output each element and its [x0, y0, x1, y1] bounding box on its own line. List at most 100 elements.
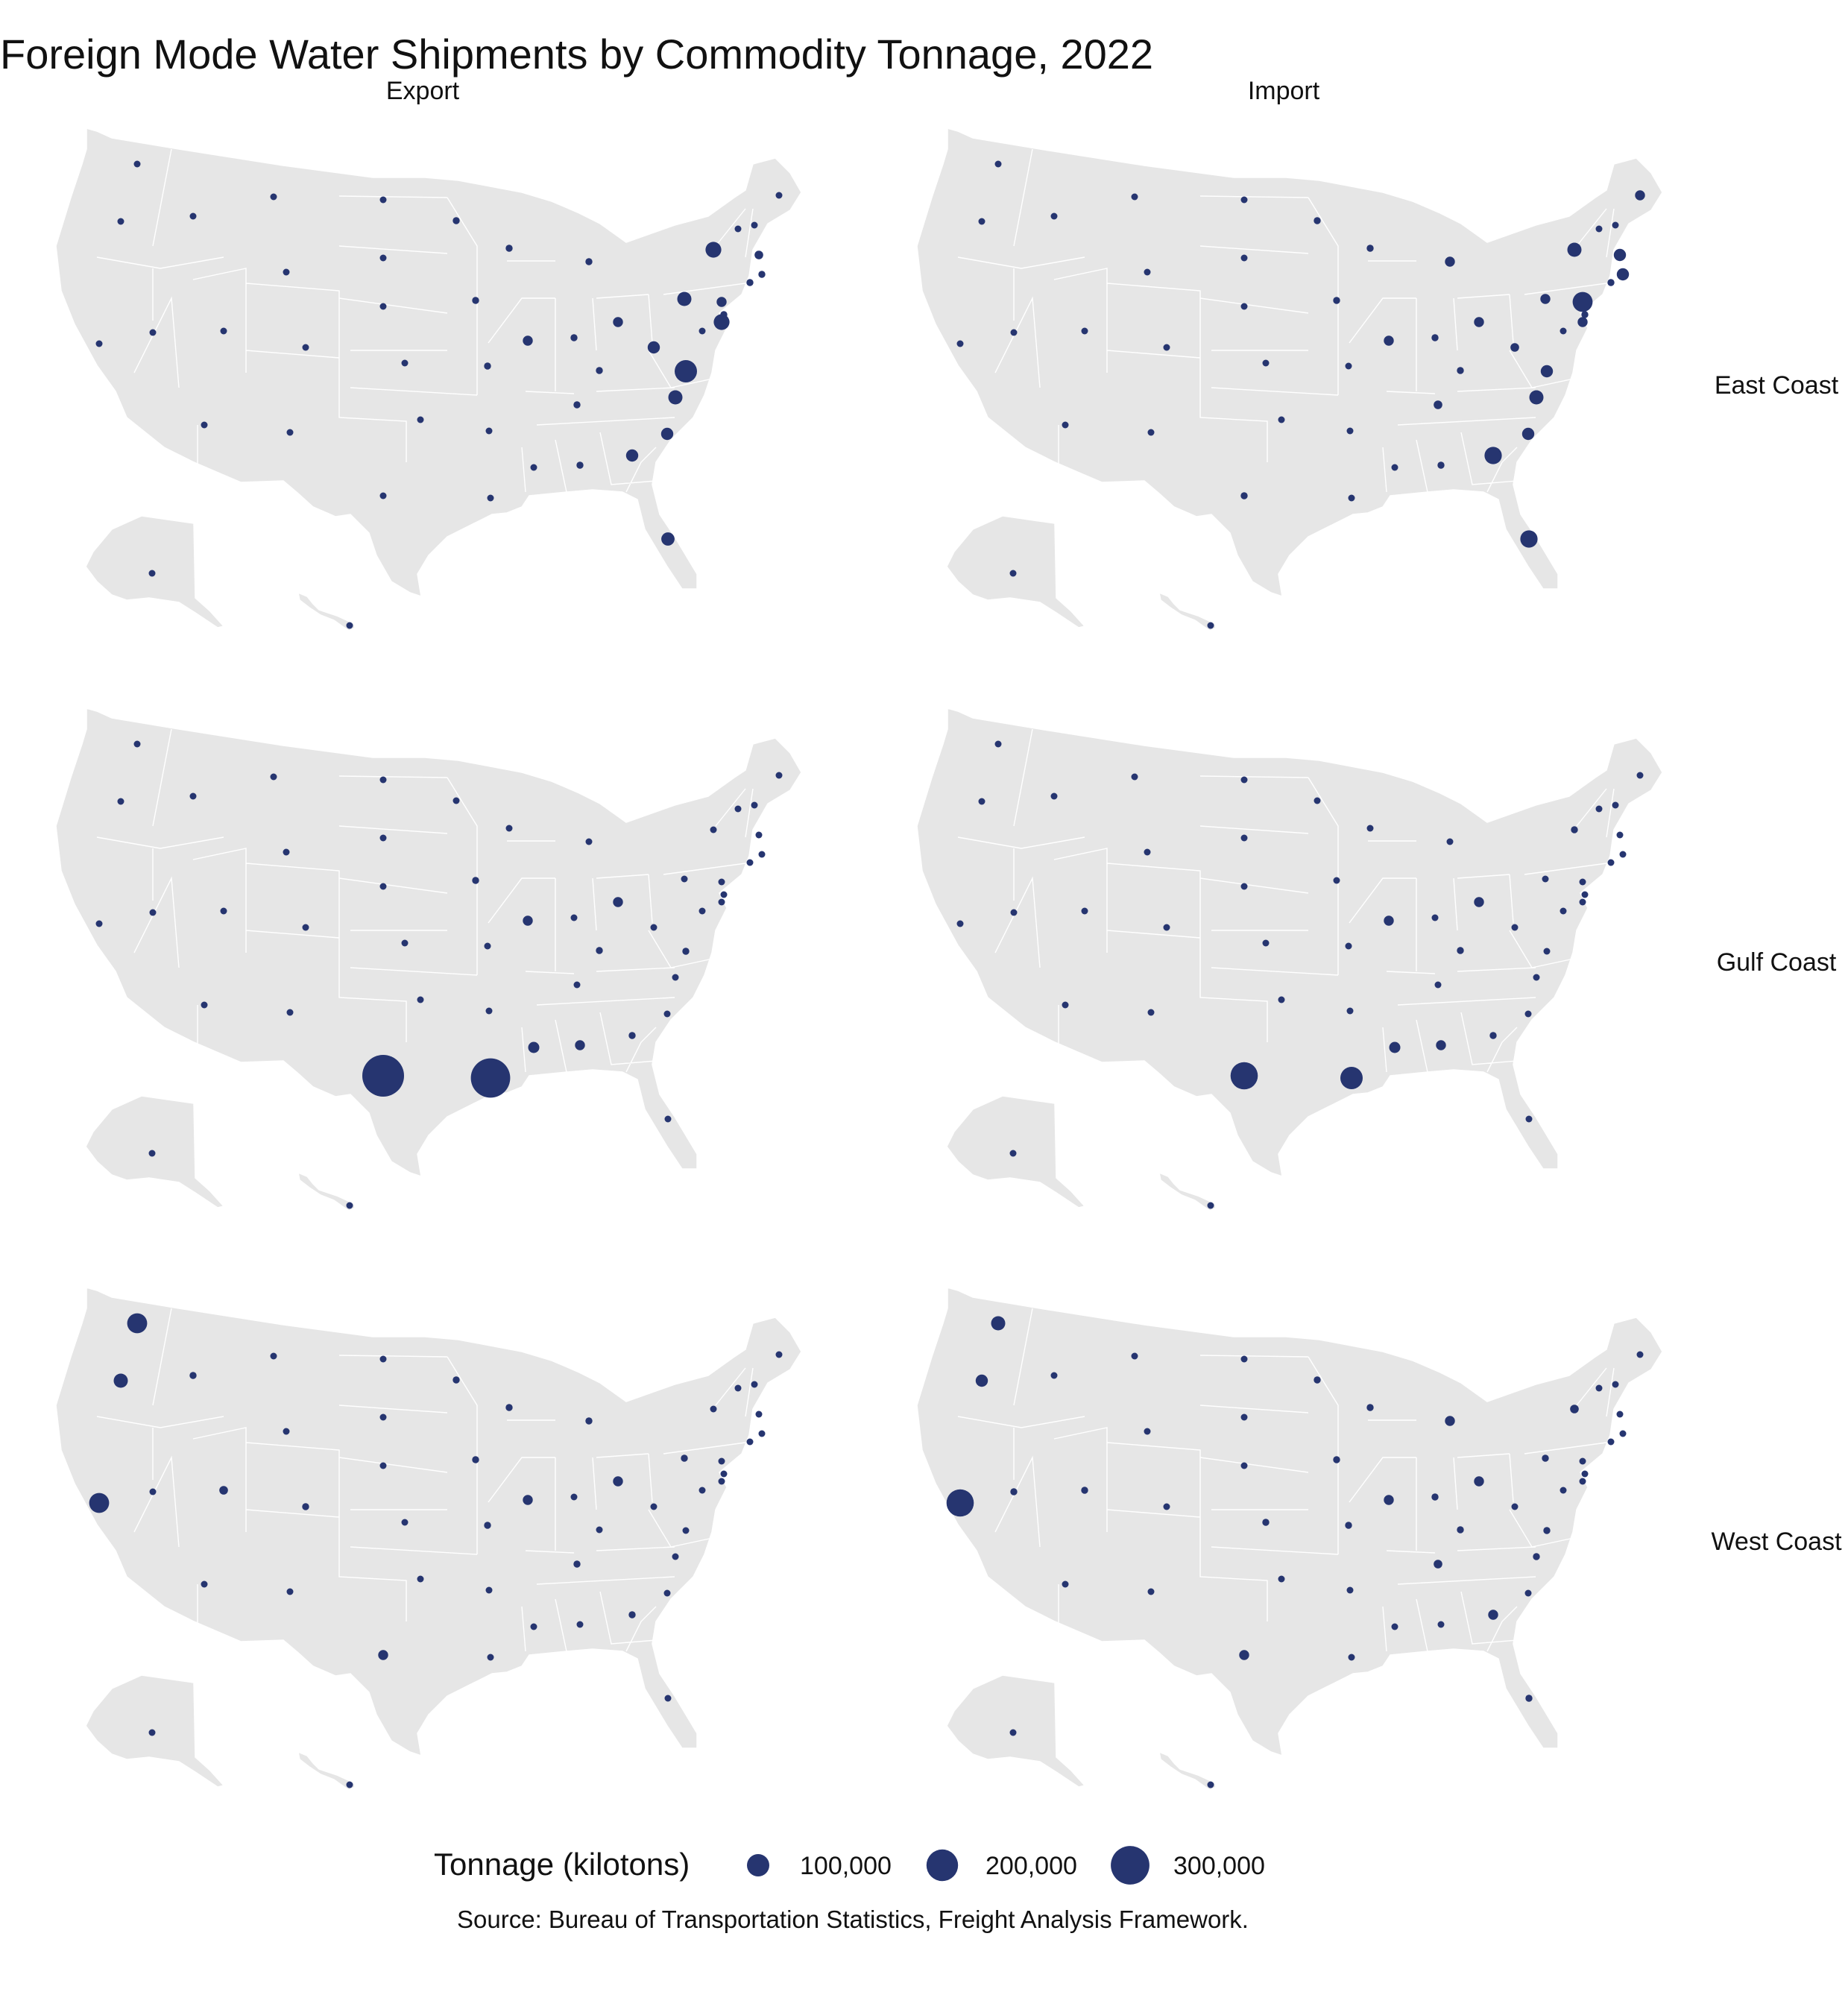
tonnage-point-ar: [485, 1007, 493, 1015]
tonnage-point-oh: [613, 1476, 623, 1487]
map-panel-gulf-coast-export: [55, 707, 802, 1211]
tonnage-point-fl: [661, 532, 675, 546]
tonnage-point-ny: [705, 242, 722, 258]
tonnage-point-az: [1062, 421, 1069, 429]
tonnage-point-la: [487, 494, 494, 502]
tonnage-point-wy: [1144, 848, 1151, 856]
tonnage-point-ky: [596, 947, 603, 954]
tonnage-point-me: [1635, 190, 1645, 201]
tonnage-point-ky: [1457, 947, 1464, 954]
tonnage-point-nc: [668, 390, 683, 405]
tonnage-point-nv: [149, 1488, 157, 1495]
tonnage-point-ky: [596, 367, 603, 374]
tonnage-point-al: [1437, 1621, 1445, 1628]
tonnage-point-ok: [417, 1575, 424, 1583]
tonnage-point-nh: [1612, 801, 1619, 809]
tonnage-point-fl: [664, 1115, 672, 1123]
legend-symbol-300000: [1111, 1846, 1150, 1885]
tonnage-point-hi: [1207, 622, 1214, 629]
tonnage-point-co: [1163, 344, 1170, 351]
tonnage-point-hi: [346, 622, 353, 629]
tonnage-point-nj: [718, 1457, 725, 1465]
tonnage-point-ma: [1616, 831, 1624, 839]
tonnage-point-ok: [417, 996, 424, 1003]
tonnage-point-nj: [1579, 878, 1586, 886]
tonnage-point-ct: [1607, 1438, 1615, 1446]
tonnage-point-id: [1050, 792, 1058, 800]
tonnage-point-id: [189, 1372, 197, 1379]
tonnage-point-ks: [401, 939, 409, 947]
tonnage-point-pa: [1542, 875, 1549, 883]
tonnage-point-tx: [378, 1650, 388, 1660]
tonnage-point-ar: [1346, 1007, 1354, 1015]
tonnage-point-wa: [133, 160, 141, 168]
tonnage-point-ga: [628, 1032, 636, 1039]
tonnage-point-ak: [148, 1729, 156, 1736]
tonnage-point-sc: [660, 427, 674, 441]
tonnage-point-la: [470, 1058, 511, 1098]
tonnage-point-ky: [596, 1526, 603, 1534]
tonnage-point-ms: [528, 1041, 540, 1053]
tonnage-point-mo: [1345, 942, 1352, 950]
tonnage-point-az: [201, 421, 208, 429]
tonnage-point-ny: [1571, 826, 1578, 833]
tonnage-point-oh: [613, 317, 623, 327]
tonnage-point-nc: [1529, 390, 1544, 405]
tonnage-point-ok: [1278, 416, 1285, 423]
tonnage-point-wi: [505, 245, 513, 252]
tonnage-point-il: [1384, 1495, 1394, 1505]
tonnage-point-hi: [1207, 1781, 1214, 1788]
tonnage-point-dc: [698, 1487, 706, 1494]
tonnage-point-in: [1431, 334, 1439, 341]
tonnage-point-md: [713, 314, 730, 330]
tonnage-point-ne: [1240, 303, 1248, 310]
tonnage-point-hi: [346, 1202, 353, 1209]
tonnage-point-ca: [95, 920, 103, 927]
tonnage-point-mo: [484, 942, 491, 950]
tonnage-point-sd: [379, 834, 387, 842]
tonnage-point-va: [1543, 1527, 1551, 1534]
tonnage-point-oh: [1474, 1476, 1484, 1487]
tonnage-point-ms: [530, 1623, 537, 1630]
tonnage-point-ar: [485, 427, 493, 435]
tonnage-point-ms: [1389, 1041, 1401, 1053]
tonnage-point-sd: [1240, 834, 1248, 842]
tonnage-point-mt: [270, 773, 277, 781]
tonnage-point-ak: [1009, 570, 1017, 577]
tonnage-point-ca: [89, 1493, 110, 1513]
tonnage-point-ny: [710, 826, 717, 833]
tonnage-point-md: [718, 1478, 725, 1485]
tonnage-point-ri: [758, 271, 766, 278]
tonnage-point-in: [1431, 1493, 1439, 1501]
tonnage-point-de: [720, 891, 728, 898]
tonnage-point-hi: [346, 1781, 353, 1788]
tonnage-point-tn: [573, 981, 581, 989]
tonnage-point-sc: [663, 1589, 671, 1597]
tonnage-point-ny: [1570, 1405, 1579, 1413]
legend-symbol-200000: [926, 1849, 959, 1882]
tonnage-point-la: [1348, 494, 1355, 502]
tonnage-point-ca: [946, 1489, 974, 1517]
tonnage-point-nc: [672, 1553, 679, 1560]
tonnage-point-ut: [220, 907, 227, 915]
tonnage-point-wv: [1511, 924, 1519, 931]
tonnage-point-va: [682, 948, 690, 955]
tonnage-point-mo: [484, 362, 491, 370]
tonnage-point-nj: [718, 878, 725, 886]
tonnage-point-mn: [1314, 797, 1321, 804]
tonnage-point-nv: [1010, 909, 1018, 916]
tonnage-point-ut: [1081, 907, 1088, 915]
tonnage-point-nd: [1240, 776, 1248, 784]
tonnage-point-or: [117, 218, 124, 225]
tonnage-point-wa: [994, 740, 1002, 748]
tonnage-point-ma: [754, 250, 763, 259]
tonnage-point-oh: [1474, 897, 1484, 907]
tonnage-point-wv: [1510, 343, 1519, 352]
tonnage-point-wi: [505, 825, 513, 832]
us-mainland-shape: [916, 127, 1663, 598]
tonnage-point-la: [487, 1654, 494, 1661]
tonnage-point-wi: [1366, 245, 1374, 252]
us-mainland-shape: [55, 127, 802, 598]
tonnage-point-hi: [1207, 1202, 1214, 1209]
tonnage-point-mi: [585, 838, 593, 845]
